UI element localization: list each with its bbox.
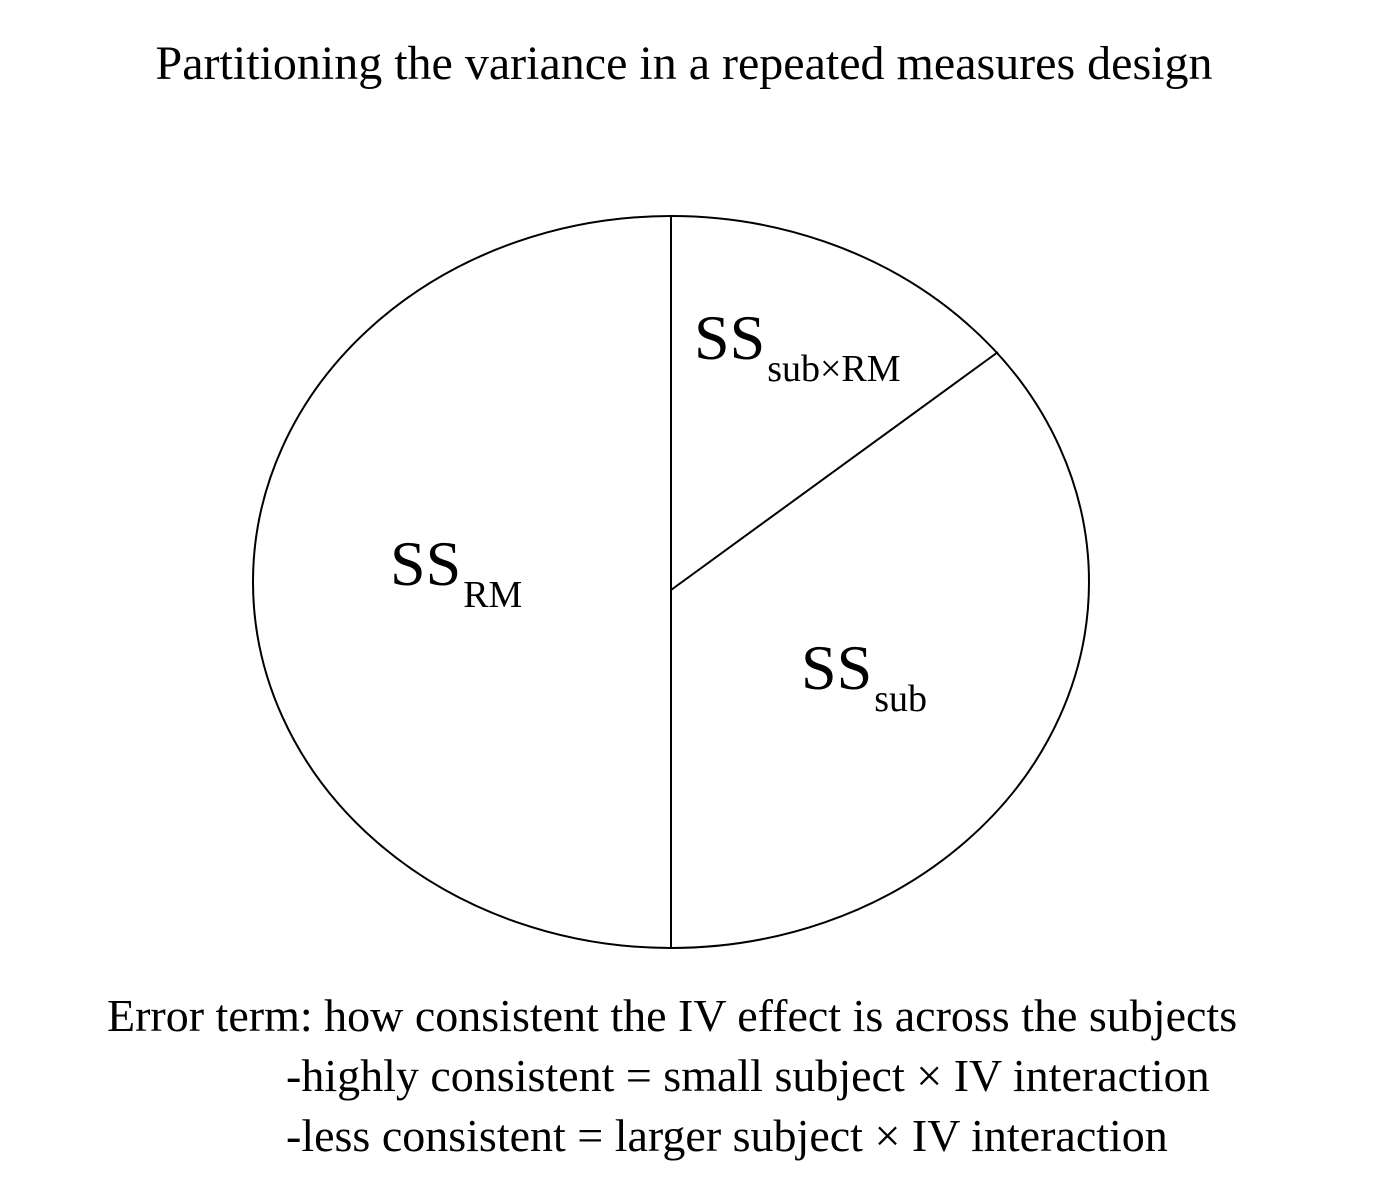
segment-label-subxrm-main: SS (694, 302, 766, 373)
segment-label-sub-main: SS (801, 632, 873, 703)
segment-label-rm-main: SS (390, 528, 462, 599)
segment-label-rm: SSRM (390, 532, 522, 615)
segment-label-subxrm: SSsub×RM (694, 306, 901, 389)
segment-label-sub: SSsub (801, 636, 927, 719)
less-consistent-line: -less consistent = larger subject × IV i… (286, 1110, 1168, 1161)
error-term-line: Error term: how consistent the IV effect… (107, 990, 1238, 1041)
segment-label-sub-subscript: sub (874, 678, 927, 720)
segment-label-rm-subscript: RM (463, 574, 523, 616)
diagram-title-text: Partitioning the variance in a repeated … (155, 37, 1213, 90)
segment-label-subxrm-subscript: sub×RM (767, 348, 901, 390)
diagram-title: Partitioning the variance in a repeated … (0, 36, 1378, 92)
highly-consistent-line: -highly consistent = small subject × IV … (286, 1050, 1210, 1101)
diagonal-divider (670, 351, 999, 591)
